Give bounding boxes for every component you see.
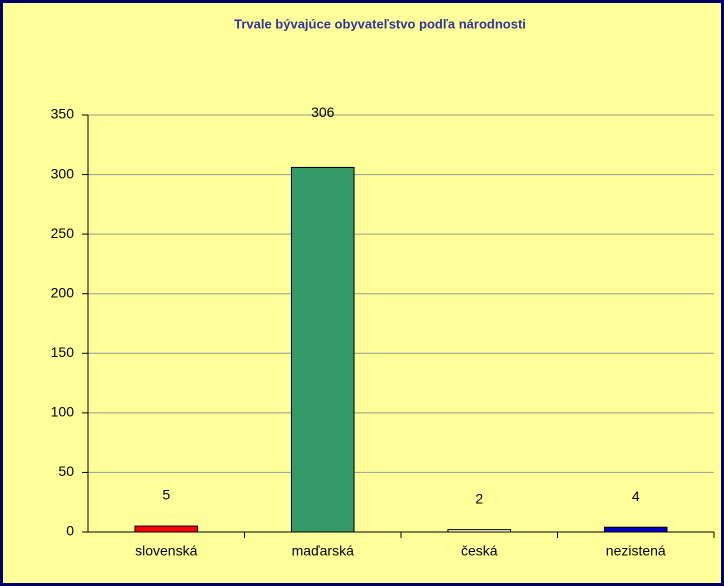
x-tick-label: nezistená bbox=[606, 543, 666, 559]
y-tick-label: 250 bbox=[51, 225, 75, 241]
y-tick-label: 350 bbox=[51, 106, 75, 122]
x-tick-label: slovenská bbox=[135, 543, 197, 559]
chart-title: Trvale bývajúce obyvateľstvo podľa národ… bbox=[234, 16, 526, 31]
y-tick-label: 100 bbox=[51, 404, 75, 420]
value-label: 2 bbox=[475, 490, 483, 506]
value-label: 4 bbox=[632, 488, 640, 504]
bar bbox=[290, 166, 355, 533]
value-label: 306 bbox=[311, 104, 335, 120]
y-tick-label: 0 bbox=[66, 523, 74, 539]
y-tick-label: 200 bbox=[51, 284, 75, 300]
y-tick-label: 300 bbox=[51, 165, 75, 181]
x-tick-label: česká bbox=[461, 543, 498, 559]
bar bbox=[447, 529, 512, 533]
y-tick-label: 50 bbox=[58, 463, 74, 479]
value-label: 5 bbox=[162, 487, 170, 503]
bar bbox=[603, 526, 668, 533]
bar bbox=[134, 525, 199, 533]
y-tick-label: 150 bbox=[51, 344, 75, 360]
x-tick-label: maďarská bbox=[292, 543, 355, 559]
